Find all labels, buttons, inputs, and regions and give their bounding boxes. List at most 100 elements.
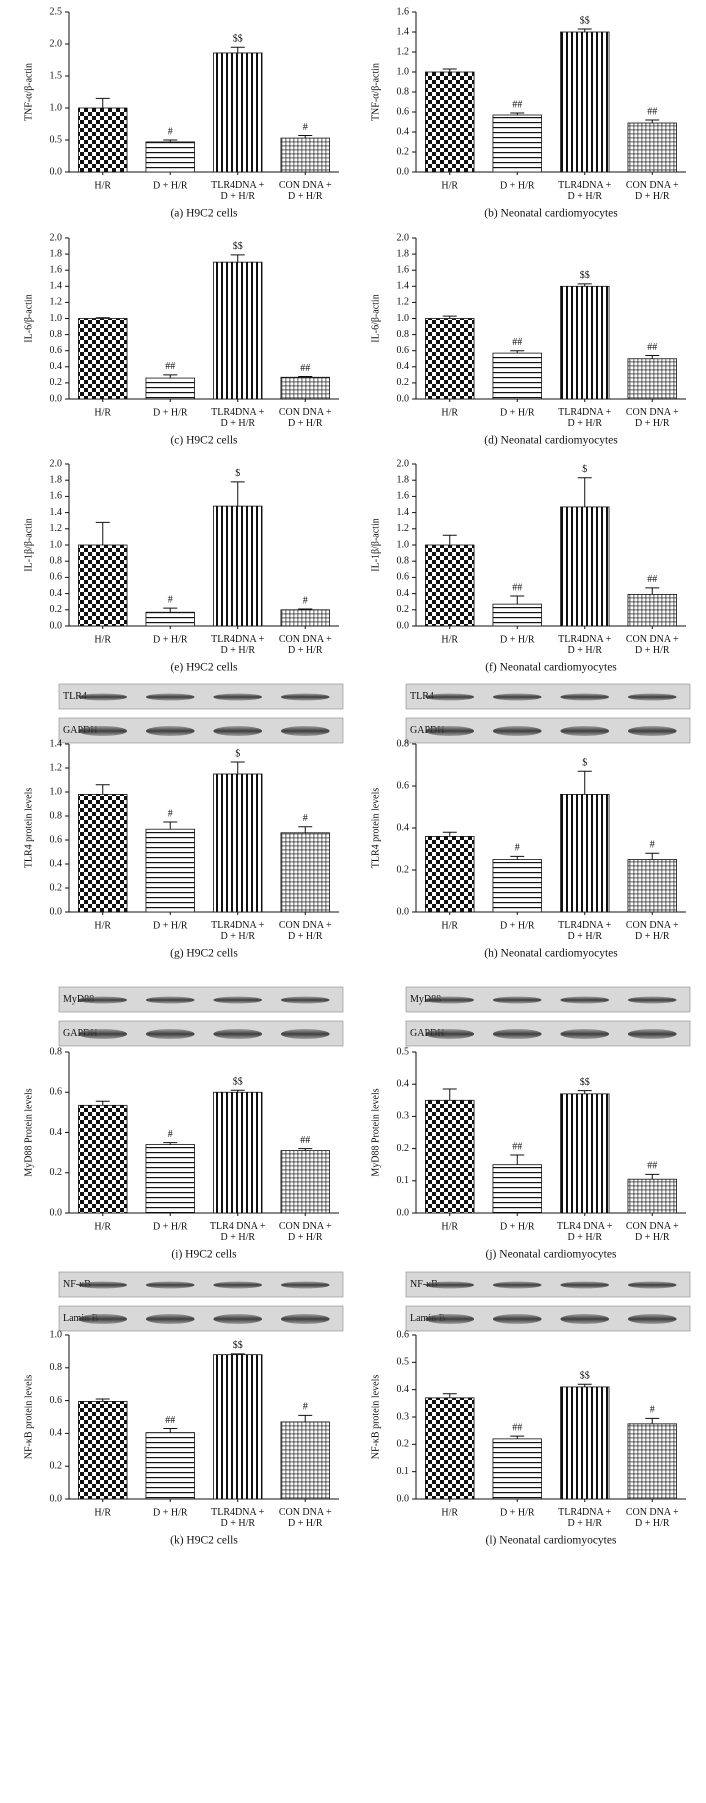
error-bar (230, 254, 245, 263)
error-bar (163, 607, 178, 613)
x-tick-label: D + H/R (500, 1507, 535, 1518)
blot-band (492, 1314, 542, 1324)
x-tick-label: CON DNA + D + H/R (626, 920, 679, 942)
x-tick-label: TLR4DNA + D + H/R (211, 407, 265, 429)
bar (425, 544, 475, 627)
caption: (i) H9C2 cells (171, 1249, 237, 1261)
y-tick-label: 0.8 (50, 555, 63, 566)
blot-band (492, 726, 542, 736)
x-tick-label: TLR4DNA + D + H/R (558, 180, 612, 202)
blot-band (280, 1314, 330, 1324)
blot-band (280, 1029, 330, 1039)
bar (492, 114, 542, 173)
y-tick-label: 0.0 (397, 906, 410, 917)
y-tick-label: 2.0 (50, 232, 63, 243)
significance-label: # (168, 594, 173, 605)
blot-band (627, 1281, 677, 1289)
x-tick-label: TLR4DNA + D + H/R (211, 920, 265, 942)
y-tick-label: 1.2 (50, 297, 63, 308)
blot-band (78, 1281, 128, 1289)
y-tick-label: 0.8 (50, 1046, 63, 1057)
error-bar (230, 46, 245, 53)
error-bar (510, 350, 525, 354)
y-tick-label: 2.0 (397, 232, 410, 243)
bar (145, 377, 195, 400)
bar (78, 1401, 128, 1500)
significance-label: ## (512, 1422, 522, 1433)
blot-band (78, 1029, 128, 1039)
x-tick-label: D + H/R (500, 407, 535, 418)
significance-label: # (515, 843, 520, 854)
blot-label: NF-κB (63, 1279, 91, 1290)
blot-band (280, 996, 330, 1004)
y-tick-label: 1.6 (50, 491, 63, 502)
y-tick-label: 2.0 (50, 458, 63, 469)
y-tick-label: 0.2 (397, 1143, 410, 1154)
blot-band (627, 726, 677, 736)
y-tick-label: 0.6 (50, 834, 63, 845)
significance-label: $$ (233, 241, 243, 252)
bar (213, 261, 263, 400)
significance-label: ## (647, 106, 657, 117)
bar (280, 137, 330, 173)
blot-band (560, 693, 610, 701)
x-tick-label: TLR4DNA + D + H/R (558, 920, 612, 942)
significance-label: ## (512, 1141, 522, 1152)
bar (492, 1438, 542, 1500)
caption: (b) Neonatal cardiomyocytes (484, 208, 618, 220)
caption: (j) Neonatal cardiomyocytes (486, 1249, 617, 1261)
y-tick-label: 1.4 (50, 738, 63, 749)
significance-label: $$ (580, 270, 590, 281)
x-tick-label: H/R (94, 407, 111, 418)
x-tick-label: TLR4DNA + D + H/R (211, 634, 265, 656)
x-tick-label: D + H/R (153, 1221, 188, 1232)
blot-band (213, 1029, 263, 1039)
x-tick-label: CON DNA + D + H/R (626, 1221, 679, 1243)
y-tick-label: 0.8 (50, 329, 63, 340)
blot-band (425, 1314, 475, 1324)
bar (213, 1091, 263, 1214)
y-tick-label: 0.0 (397, 166, 410, 177)
error-bar (442, 831, 457, 837)
y-tick-label: 1.4 (397, 507, 410, 518)
error-bar (163, 821, 178, 830)
blot-band (492, 1281, 542, 1289)
x-tick-label: CON DNA + D + H/R (626, 634, 679, 656)
y-axis-label: IL-1β/β-actin (370, 518, 381, 572)
y-tick-label: 0.0 (397, 620, 410, 631)
error-bar (442, 315, 457, 319)
bar (627, 1423, 677, 1500)
error-bar (577, 1090, 592, 1094)
error-bar (510, 112, 525, 115)
bar (213, 773, 263, 913)
error-bar (510, 595, 525, 605)
x-tick-label: H/R (94, 1221, 111, 1232)
bar (627, 594, 677, 627)
error-bar (230, 761, 245, 774)
significance-label: ## (647, 574, 657, 585)
y-tick-label: 1.0 (50, 313, 63, 324)
y-tick-label: 2.5 (50, 6, 63, 17)
blot-band (78, 693, 128, 701)
y-tick-label: 1.0 (50, 786, 63, 797)
significance-label: # (303, 1402, 308, 1413)
y-tick-label: 0.5 (397, 1357, 410, 1368)
y-tick-label: 1.4 (50, 281, 63, 292)
blot-label: TLR4 (63, 691, 87, 702)
x-tick-label: D + H/R (500, 1221, 535, 1232)
y-tick-label: 1.2 (397, 297, 410, 308)
y-axis-label: TLR4 protein levels (23, 788, 34, 869)
x-tick-label: H/R (441, 1507, 458, 1518)
y-tick-label: 0.4 (397, 822, 410, 833)
x-tick-label: TLR4 DNA + D + H/R (210, 1221, 266, 1243)
y-tick-label: 0.1 (397, 1466, 410, 1477)
bar (492, 352, 542, 400)
error-bar (645, 119, 660, 123)
significance-label: $ (235, 748, 240, 759)
blot-band (145, 1281, 195, 1289)
error-bar (230, 1089, 245, 1093)
bar (145, 611, 195, 627)
y-axis-label: IL-6/β-actin (370, 294, 381, 342)
blot-band (560, 996, 610, 1004)
y-tick-label: 2.0 (397, 458, 410, 469)
